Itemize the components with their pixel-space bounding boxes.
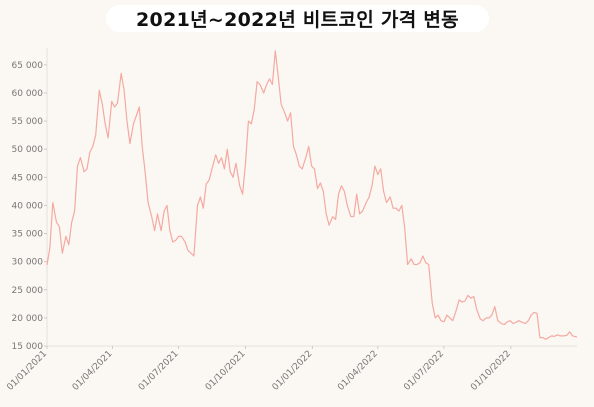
chart-title-pill: 2021년~2022년 비트코인 가격 변동 xyxy=(106,5,489,32)
y-tick-label: 45 000 xyxy=(12,173,44,183)
x-tick-label: 01/07/2021 xyxy=(137,349,181,393)
y-tick-label: 60 000 xyxy=(12,89,44,99)
y-tick-label: 15 000 xyxy=(12,342,44,352)
chart-title: 2021년~2022년 비트코인 가격 변동 xyxy=(136,9,459,31)
series-layer xyxy=(46,50,578,340)
y-tick-label: 30 000 xyxy=(12,258,44,268)
y-tick-label: 55 000 xyxy=(12,117,44,127)
x-tick-label: 01/10/2022 xyxy=(469,349,513,393)
y-tick-label: 20 000 xyxy=(12,314,44,324)
x-tick-label: 01/01/2022 xyxy=(271,349,315,393)
y-axis: 15 000 20 000 25 000 30 000 35 000 40 000 45 0… xyxy=(12,48,48,352)
x-tick-label: 01/04/2022 xyxy=(336,349,380,393)
y-tick-label: 40 000 xyxy=(12,201,44,211)
x-tick-label: 01/01/2021 xyxy=(5,349,49,393)
y-tick-label: 35 000 xyxy=(12,230,44,240)
x-tick-label: 01/04/2021 xyxy=(71,349,115,393)
x-tick-label: 01/07/2022 xyxy=(402,349,446,393)
price-series-line xyxy=(46,50,578,340)
x-axis: 01/01/2021 01/04/2021 01/07/2021 01/10/2021… xyxy=(5,345,577,393)
y-tick-label: 25 000 xyxy=(12,286,44,296)
y-tick-label: 65 000 xyxy=(12,61,44,71)
x-tick-label: 01/10/2021 xyxy=(204,349,248,393)
y-tick-label: 50 000 xyxy=(12,145,44,155)
